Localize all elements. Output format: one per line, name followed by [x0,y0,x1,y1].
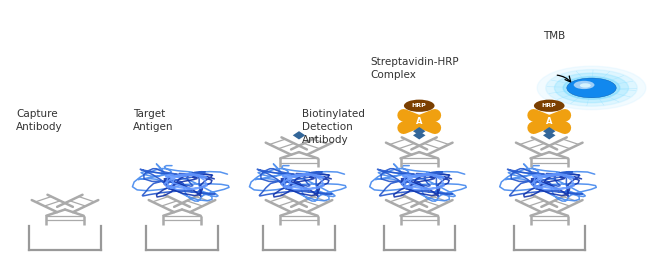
Circle shape [534,100,565,112]
Text: TMB: TMB [543,31,565,41]
Text: Capture
Antibody: Capture Antibody [16,109,63,132]
Polygon shape [543,127,556,135]
Circle shape [404,100,435,112]
Polygon shape [413,127,426,135]
Polygon shape [543,131,556,139]
Text: HRP: HRP [412,103,426,108]
Text: Biotinylated
Detection
Antibody: Biotinylated Detection Antibody [302,109,365,145]
Text: Streptavidin-HRP
Complex: Streptavidin-HRP Complex [370,57,459,80]
Polygon shape [400,126,408,129]
Polygon shape [400,114,408,117]
Polygon shape [430,126,438,129]
Circle shape [554,73,629,103]
Polygon shape [530,126,538,129]
Text: A: A [546,117,552,126]
Polygon shape [413,131,426,139]
Polygon shape [530,114,538,117]
Text: HRP: HRP [542,103,556,108]
Circle shape [546,70,637,106]
Polygon shape [560,114,568,117]
Circle shape [580,83,591,88]
Circle shape [563,76,620,99]
Circle shape [574,81,595,89]
Polygon shape [430,114,438,117]
Text: A: A [416,117,422,126]
Polygon shape [560,126,568,129]
Text: Target
Antigen: Target Antigen [133,109,174,132]
Circle shape [567,78,616,98]
Circle shape [537,66,646,110]
Polygon shape [292,131,306,139]
